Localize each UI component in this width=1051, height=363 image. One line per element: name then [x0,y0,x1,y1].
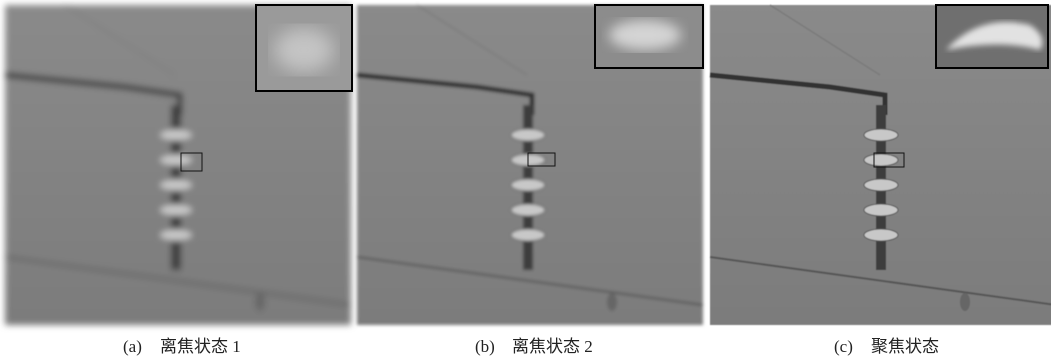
panel-caption: 离焦状态 2 [512,337,593,356]
panel-a [5,5,352,325]
inset [595,5,703,68]
figure: (a) 离焦状态 1 (b) 离焦状态 2 (c) 聚焦状态 [0,0,1051,363]
panel-c [710,5,1051,325]
panel-b [357,5,703,325]
panel-label: (c) [834,337,853,356]
panel-caption: 离焦状态 1 [160,337,241,356]
inset [256,5,352,91]
panel-caption: 聚焦状态 [871,337,939,356]
panel-label: (b) [475,337,495,356]
inset [936,5,1048,68]
panel-label: (a) [123,337,142,356]
